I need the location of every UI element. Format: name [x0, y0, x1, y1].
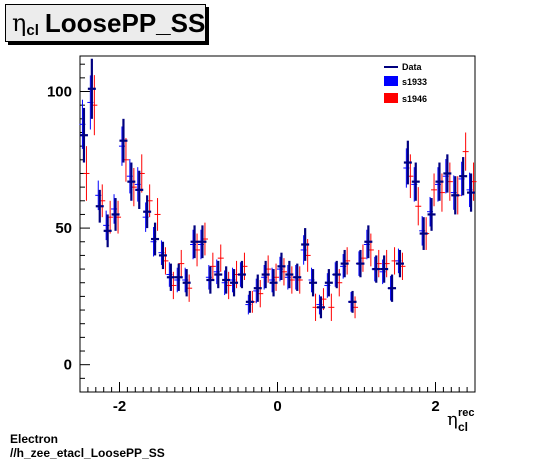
data-point — [467, 173, 476, 212]
y-tick-label: 0 — [64, 357, 72, 374]
s1946-point — [83, 146, 90, 201]
data-point — [237, 260, 246, 289]
data-point — [245, 290, 254, 313]
data-point — [411, 162, 420, 201]
data-point — [103, 214, 112, 248]
data-point — [158, 241, 167, 270]
legend-label-s1946: s1946 — [402, 94, 427, 104]
x-axis-label-subscript: cl — [458, 420, 468, 434]
data-point — [324, 269, 333, 297]
s1946-point — [154, 198, 161, 231]
y-tick-label: 50 — [55, 220, 72, 237]
data-point — [309, 269, 318, 297]
data-point — [427, 198, 436, 231]
data-point — [222, 266, 231, 294]
s1946-point — [462, 132, 469, 171]
footer: Electron //h_zee_etacl_LoosePP_SS — [10, 432, 165, 460]
s1946-point — [328, 293, 335, 321]
x-axis-label: η cl rec — [447, 407, 475, 434]
data-point — [459, 157, 468, 196]
data-point — [403, 140, 412, 185]
data-point — [285, 260, 294, 289]
data-point — [253, 274, 262, 302]
data-point — [395, 249, 404, 278]
data-point — [419, 217, 428, 250]
data-point — [301, 228, 310, 261]
data-point — [443, 154, 452, 193]
legend-label-s1933: s1933 — [402, 77, 427, 87]
x-tick-label: -2 — [113, 398, 126, 415]
data-point — [214, 260, 223, 289]
plot-title: η cl LoosePP_SS — [5, 4, 206, 42]
s1946-point — [415, 187, 422, 226]
title-eta-symbol: η — [12, 9, 27, 37]
data-point — [190, 225, 199, 259]
data-point — [380, 255, 389, 283]
x-tick-label: 2 — [431, 398, 439, 415]
data-point — [316, 296, 325, 319]
x-axis-label-symbol: η — [447, 409, 458, 430]
data-point — [356, 249, 365, 278]
data-point — [348, 290, 357, 313]
x-axis-label-superscript: rec — [458, 407, 475, 419]
data-point — [119, 118, 128, 163]
data-point — [182, 269, 191, 297]
data-point — [151, 222, 160, 256]
data-point — [261, 260, 270, 289]
data-point — [277, 252, 286, 280]
data-point — [269, 269, 278, 297]
data-point — [87, 58, 96, 119]
data-point — [435, 162, 444, 201]
footer-line-1: Electron — [10, 432, 59, 446]
legend-label-data: Data — [402, 62, 423, 72]
x-tick-label: 0 — [273, 398, 281, 415]
axes: -2 0 2 0 50 100 — [47, 63, 468, 415]
title-text: LoosePP_SS — [44, 7, 206, 38]
legend-box-s1933 — [384, 76, 398, 86]
data-point — [143, 195, 152, 229]
data-point — [79, 107, 88, 163]
data-point — [198, 225, 207, 259]
plot-frame — [79, 55, 476, 393]
legend-box-s1946 — [384, 93, 398, 103]
title-subscript: cl — [26, 21, 39, 39]
data-point — [230, 269, 239, 297]
footer-line-2: //h_zee_etacl_LoosePP_SS — [10, 446, 165, 460]
data-point — [166, 263, 175, 291]
s1946-point — [431, 173, 438, 207]
data-point — [111, 198, 120, 231]
data-point — [388, 274, 397, 302]
data-point — [340, 249, 349, 278]
s1946-point — [217, 244, 224, 272]
data-point — [332, 260, 341, 289]
data-marks — [79, 58, 477, 321]
data-point — [206, 266, 215, 294]
data-point — [174, 263, 183, 291]
y-tick-label: 100 — [47, 84, 72, 101]
data-point — [372, 255, 381, 283]
legend: Data s1933 s1946 — [384, 62, 427, 104]
data-point — [364, 225, 373, 259]
data-point — [451, 176, 460, 215]
data-point — [135, 170, 144, 209]
data-point — [293, 263, 302, 291]
data-point — [95, 189, 104, 223]
data-point — [127, 162, 136, 201]
